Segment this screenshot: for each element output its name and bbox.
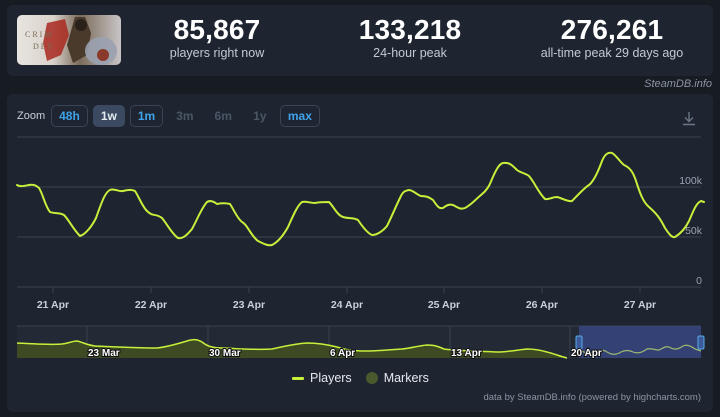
markers-dot-swatch-icon: [365, 372, 378, 384]
x-label-23-apr: 23 Apr: [233, 299, 265, 311]
all-time-peak-value: 276,261: [560, 14, 664, 45]
highcharts-credit[interactable]: data by SteamDB.info (powered by highcha…: [483, 392, 701, 403]
current-players-value: 85,867: [173, 14, 261, 45]
player-chart-card: Zoom 48h 1w 1m 3m 6m 1y max: [7, 94, 713, 412]
navigator-label-13-apr: 13 Apr: [451, 348, 482, 359]
peak-24h-label: 24-hour peak: [373, 46, 447, 60]
x-label-25-apr: 25 Apr: [428, 299, 460, 311]
svg-text:CRIM: CRIM: [25, 30, 53, 39]
legend-item-players[interactable]: Players: [292, 371, 352, 385]
x-label-22-apr: 22 Apr: [135, 299, 167, 311]
peak-24h-value: 133,218: [358, 14, 462, 45]
zoom-48h-button[interactable]: 48h: [51, 105, 88, 127]
stat-all-time-peak: 276,261 all-time peak 29 days ago: [527, 15, 697, 61]
navigator-label-23-mar: 23 Mar: [88, 348, 120, 359]
y-label-50k: 50k: [685, 225, 703, 237]
players-series-line[interactable]: [16, 151, 705, 247]
legend-item-markers[interactable]: Markers: [365, 371, 429, 385]
players-line-swatch-icon: [292, 376, 304, 380]
x-axis-labels: 21 Apr 22 Apr 23 Apr 24 Apr 25 Apr 26 Ap…: [37, 299, 656, 311]
navigator-handle-right[interactable]: [697, 335, 705, 350]
navigator-handle-left[interactable]: [575, 335, 583, 350]
navigator-line: [16, 338, 568, 359]
zoom-1w-button[interactable]: 1w: [92, 105, 125, 127]
zoom-max-button[interactable]: max: [279, 105, 320, 127]
x-ticks: [52, 287, 641, 293]
current-players-label: players right now: [169, 46, 265, 60]
chart-legend: Players Markers: [292, 371, 429, 385]
navigator-area: [17, 339, 567, 358]
zoom-label: Zoom: [17, 110, 46, 122]
stat-current-players: 85,867 players right now: [152, 15, 282, 61]
x-label-26-apr: 26 Apr: [526, 299, 558, 311]
y-axis-labels: 0 50k 100k: [679, 175, 703, 287]
navigator-label-30-mar: 30 Mar: [209, 348, 241, 359]
zoom-1m-button[interactable]: 1m: [129, 105, 164, 127]
download-icon[interactable]: [681, 110, 697, 126]
players-line-chart[interactable]: 21 Apr 22 Apr 23 Apr 24 Apr 25 Apr 26 Ap…: [7, 94, 713, 412]
gridlines: [17, 136, 701, 288]
navigator-label-6-apr: 6 Apr: [330, 348, 355, 359]
navigator[interactable]: 23 Mar 30 Mar 6 Apr 13 Apr 20 Apr: [16, 325, 705, 360]
y-label-0: 0: [696, 275, 702, 287]
zoom-1y-button: 1y: [253, 109, 267, 123]
navigator-label-20-apr: 20 Apr: [571, 348, 602, 359]
legend-players-label: Players: [310, 371, 352, 385]
game-thumbnail[interactable]: CRIM DES: [17, 15, 121, 65]
stats-header: CRIM DES 85,867 players right now 133,21…: [7, 5, 713, 76]
x-label-24-apr: 24 Apr: [331, 299, 363, 311]
y-label-100k: 100k: [679, 175, 703, 187]
zoom-6m-button: 6m: [214, 109, 232, 123]
x-label-21-apr: 21 Apr: [37, 299, 69, 311]
stat-24h-peak: 133,218 24-hour peak: [345, 15, 475, 61]
x-label-27-apr: 27 Apr: [624, 299, 656, 311]
all-time-peak-label: all-time peak 29 days ago: [540, 46, 684, 60]
zoom-selector: Zoom 48h 1w 1m 3m 6m 1y max: [17, 105, 320, 127]
svg-text:DES: DES: [33, 42, 54, 51]
legend-markers-label: Markers: [383, 371, 429, 385]
zoom-3m-button: 3m: [176, 109, 194, 123]
steamdb-credit[interactable]: SteamDB.info: [644, 78, 712, 90]
